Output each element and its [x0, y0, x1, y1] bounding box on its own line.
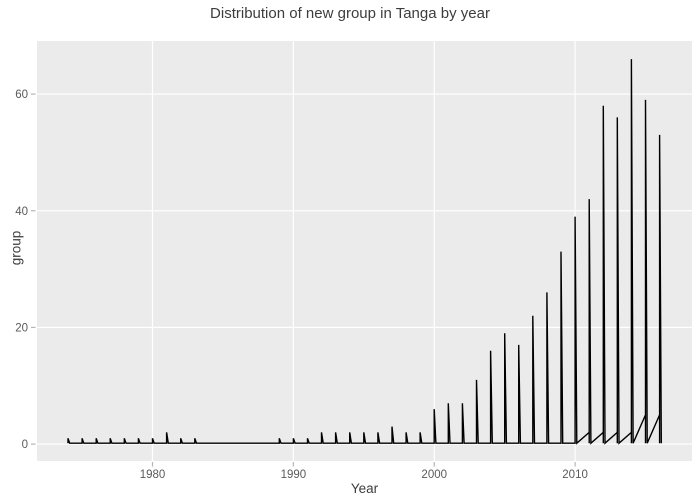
x-tick-label: 2010: [562, 469, 588, 481]
x-axis-title: Year: [350, 481, 379, 496]
y-tick-label: 60: [15, 89, 28, 101]
y-tick-label: 40: [15, 206, 28, 218]
data-line: [67, 59, 662, 445]
y-tick-label: 20: [15, 322, 28, 334]
x-tick-label: 1990: [281, 469, 307, 481]
chart-title: Distribution of new group in Tanga by ye…: [210, 5, 490, 22]
x-tick-label: 1980: [140, 469, 166, 481]
y-tick-label: 0: [22, 439, 28, 451]
plot-panel: [37, 41, 692, 461]
x-tick-label: 2000: [421, 469, 447, 481]
